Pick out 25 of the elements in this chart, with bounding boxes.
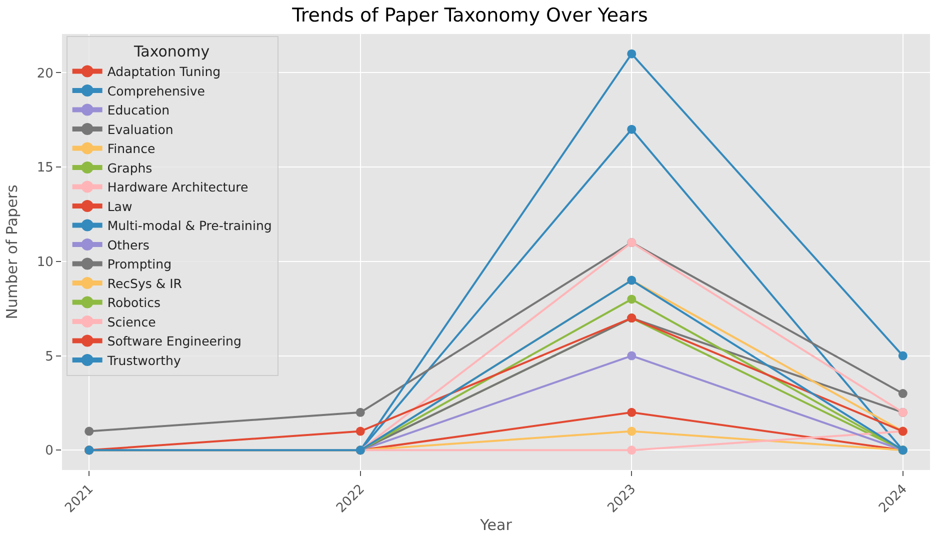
x-axis-title: Year — [479, 516, 513, 534]
legend-label: Robotics — [107, 295, 160, 310]
y-tick-label: 0 — [45, 444, 54, 459]
y-tick-label: 10 — [36, 254, 54, 270]
y-tick-label: 20 — [36, 66, 54, 82]
y-tick-label: 15 — [36, 160, 54, 176]
legend-label: Education — [107, 102, 170, 118]
legend-label: Science — [107, 314, 156, 330]
legend-label: RecSys & IR — [107, 276, 182, 291]
legend-label: Software Engineering — [107, 334, 242, 349]
legend-label: Others — [107, 237, 150, 252]
legend-label: Graphs — [107, 160, 152, 176]
legend-title: Taxonomy — [132, 42, 210, 61]
legend-label: Multi-modal & Pre-training — [107, 218, 272, 234]
legend-label: Law — [107, 198, 132, 214]
legend-label: Trustworthy — [106, 352, 182, 368]
chart-title: Trends of Paper Taxonomy Over Years — [291, 4, 648, 26]
legend-label: Adaptation Tuning — [107, 64, 221, 80]
y-tick-label: 5 — [45, 349, 54, 364]
legend-label: Hardware Architecture — [107, 180, 248, 195]
legend-label: Finance — [107, 141, 156, 156]
legend-label: Comprehensive — [107, 83, 206, 98]
y-axis-title: Number of Papers — [3, 184, 22, 320]
legend-label: Prompting — [107, 256, 172, 272]
legend-label: Evaluation — [107, 122, 174, 137]
